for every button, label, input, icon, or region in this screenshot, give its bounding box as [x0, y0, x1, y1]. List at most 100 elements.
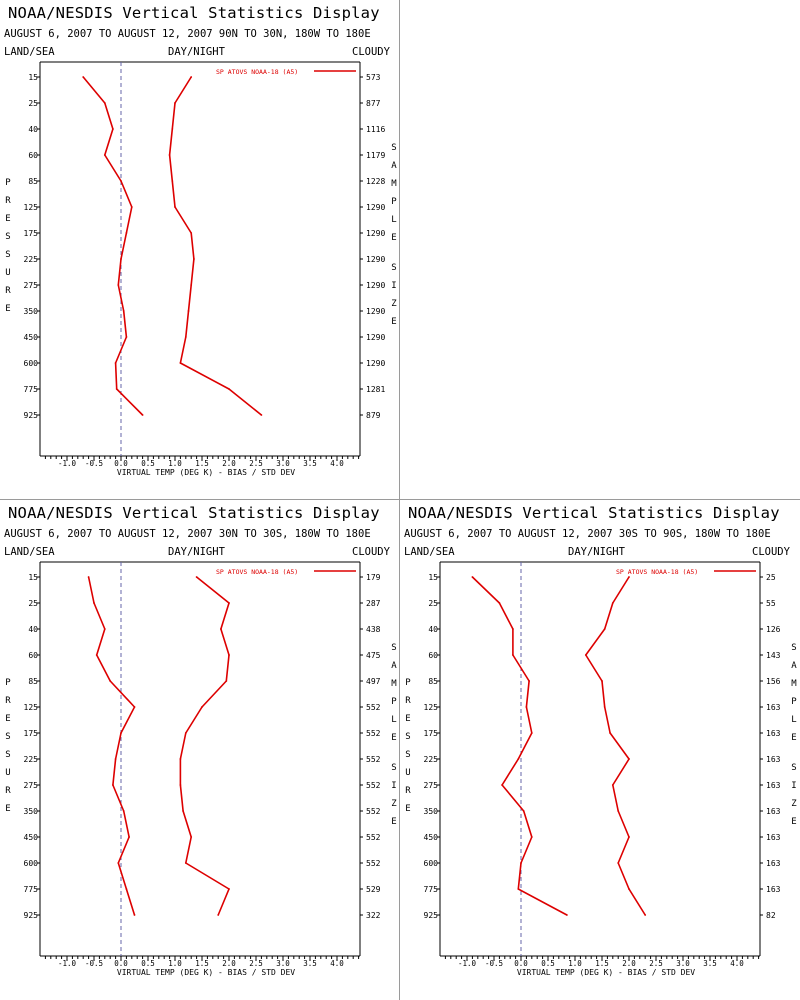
bias-data-point [528, 680, 530, 682]
bias-data-point [512, 654, 514, 656]
pressure-level-label: 350 [24, 807, 39, 816]
sample-size-label: 529 [366, 885, 381, 894]
bias-data-point [87, 576, 90, 578]
sample-size-label: 573 [366, 73, 381, 82]
profile-plot: -1.0 -0.5 0.0 0.5 1.0 1.5 2.0 2.5 3.0 3.5 4.0 VIRTU… [405, 561, 797, 977]
bias-data-point [501, 784, 503, 786]
pressure-axis-letter: P [405, 678, 411, 688]
cloudy-header: CLOUDY [752, 546, 790, 558]
std-dev-data-point [260, 414, 263, 416]
chart-panel-south: NOAA/NESDIS Vertical Statistics Display … [400, 500, 800, 1000]
pressure-level-label: 450 [24, 333, 39, 342]
legend-label: SP ATOVS NOAA-18 (A5) [216, 68, 298, 76]
sample-axis-letter: Z [391, 299, 397, 309]
std-dev-data-point [617, 862, 620, 864]
std-dev-series-line [168, 76, 262, 416]
std-dev-data-point [184, 336, 187, 338]
x-tick-label: 3.5 [303, 459, 317, 468]
x-tick-label: 1.0 [568, 959, 582, 968]
pressure-axis-letter: U [405, 768, 410, 778]
std-dev-data-point [179, 362, 182, 364]
legend-label: SP ATOVS NOAA-18 (A5) [216, 568, 298, 576]
pressure-level-label: 925 [424, 911, 439, 920]
bias-data-point [125, 232, 128, 234]
std-dev-data-point [193, 258, 195, 260]
sample-axis-letter: I [391, 281, 396, 291]
x-tick-label: 0.0 [514, 959, 528, 968]
sample-size-label: 497 [366, 677, 381, 686]
bias-data-point [103, 154, 106, 156]
pressure-axis-letter: S [5, 732, 10, 742]
bias-data-point [125, 336, 128, 338]
sample-size-label: 877 [366, 99, 381, 108]
std-dev-data-point [228, 888, 230, 890]
sample-axis-letter: P [391, 697, 397, 707]
pressure-level-label: 40 [28, 125, 38, 134]
pressure-axis-letter: R [405, 786, 411, 796]
std-dev-data-point [190, 232, 193, 234]
x-tick-label: 3.0 [676, 959, 690, 968]
std-dev-data-point [171, 128, 174, 130]
sample-size-label: 552 [366, 755, 381, 764]
pressure-level-label: 275 [24, 781, 39, 790]
bias-data-point [130, 206, 133, 208]
chart-panel-north: NOAA/NESDIS Vertical Statistics Display … [0, 0, 400, 500]
bias-data-point [471, 576, 474, 578]
sample-size-label: 163 [766, 859, 781, 868]
std-dev-data-point [190, 76, 193, 78]
sample-axis-letter: E [391, 817, 396, 827]
sample-axis-letter: M [791, 679, 797, 689]
bias-data-point [93, 602, 95, 604]
sample-axis-letter: E [391, 733, 396, 743]
land-sea-header: LAND/SEA [404, 546, 455, 558]
sample-size-label: 163 [766, 703, 781, 712]
chart-panel-tropics: NOAA/NESDIS Vertical Statistics Display … [0, 500, 400, 1000]
pressure-level-label: 25 [428, 599, 438, 608]
pressure-axis-letter: E [405, 804, 410, 814]
pressure-level-label: 40 [428, 625, 438, 634]
sample-axis-letter: L [791, 715, 796, 725]
sample-size-label: 156 [766, 677, 781, 686]
std-dev-data-point [217, 914, 220, 916]
pressure-axis-letter: E [405, 714, 410, 724]
sample-axis-letter: S [391, 143, 396, 153]
pressure-axis-letter: E [5, 714, 10, 724]
sample-size-label: 163 [766, 729, 781, 738]
cloudy-header: CLOUDY [352, 46, 390, 58]
land-sea-header: LAND/SEA [4, 546, 55, 558]
day-night-header: DAY/NIGHT [568, 546, 625, 558]
chart-title: NOAA/NESDIS Vertical Statistics Display [8, 4, 380, 22]
sample-size-label: 1179 [366, 151, 385, 160]
bias-data-point [114, 758, 117, 760]
sample-axis-letter: I [791, 781, 796, 791]
std-dev-data-point [174, 102, 176, 104]
bias-data-point [530, 836, 533, 838]
pressure-level-label: 175 [424, 729, 439, 738]
bias-data-point [517, 758, 520, 760]
x-tick-label: 0.5 [141, 959, 155, 968]
pressure-level-label: 85 [428, 677, 438, 686]
std-dev-data-point [603, 628, 606, 630]
sample-axis-letter: A [391, 161, 397, 171]
bias-data-point [128, 836, 131, 838]
pressure-axis-letter: R [5, 786, 11, 796]
sample-size-label: 1290 [366, 255, 385, 264]
std-dev-data-point [609, 732, 611, 734]
x-tick-label: 1.0 [168, 459, 182, 468]
chart-subtitle: AUGUST 6, 2007 TO AUGUST 12, 2007 30N TO… [4, 528, 371, 540]
std-dev-data-point [228, 602, 230, 604]
profile-plot: -1.0 -0.5 0.0 0.5 1.0 1.5 2.0 2.5 3.0 3.5 4.0 VIRTU… [5, 61, 397, 477]
x-tick-label: 2.0 [622, 959, 636, 968]
pressure-level-label: 25 [28, 99, 38, 108]
sample-axis-letter: E [791, 733, 796, 743]
pressure-level-label: 925 [24, 411, 39, 420]
sample-axis-letter: A [791, 661, 797, 671]
sample-axis-letter: M [391, 179, 397, 189]
x-tick-label: -0.5 [85, 959, 103, 968]
std-dev-data-point [617, 810, 620, 812]
sample-size-label: 552 [366, 833, 381, 842]
x-tick-label: -0.5 [85, 459, 103, 468]
bias-data-point [520, 862, 522, 864]
pressure-level-label: 775 [24, 385, 39, 394]
pressure-level-label: 350 [424, 807, 439, 816]
